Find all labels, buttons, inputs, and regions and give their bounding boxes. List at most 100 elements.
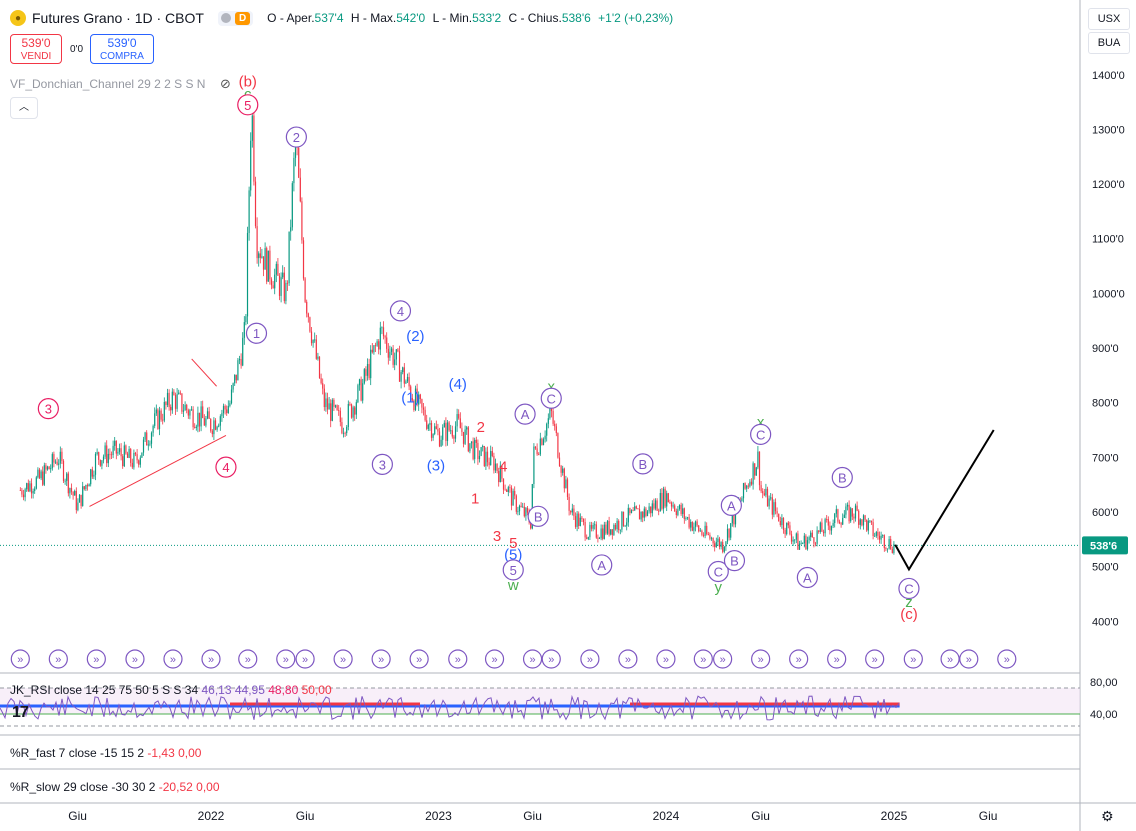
candle-body — [395, 349, 397, 360]
candle-body — [224, 405, 226, 410]
unit-select[interactable]: BUA — [1088, 32, 1130, 54]
candle-body — [826, 519, 828, 520]
candle-body — [549, 408, 551, 419]
candle-body — [842, 517, 844, 525]
candle-body — [238, 359, 241, 361]
event-mark-glyph: » — [55, 654, 61, 666]
candle-body — [581, 517, 583, 520]
candle-body — [58, 463, 60, 465]
candle-body — [584, 521, 586, 538]
rslow-legend[interactable]: %R_slow 29 close -30 30 2 -20,52 0,00 — [10, 780, 220, 794]
candle-body — [878, 535, 881, 540]
candle-body — [630, 510, 633, 514]
candle-body — [498, 471, 500, 483]
candle-body — [864, 515, 866, 520]
candle-body — [533, 446, 535, 484]
event-mark — [201, 649, 221, 669]
candle-body — [802, 543, 804, 545]
currency-select[interactable]: USX — [1088, 8, 1130, 30]
candle-body — [152, 425, 154, 433]
candle-body — [462, 431, 465, 444]
candle-body — [475, 439, 477, 443]
wave-circle — [389, 300, 412, 322]
candle-body — [675, 511, 677, 515]
candle-body — [77, 502, 79, 511]
candle-body — [133, 452, 135, 468]
candle-body — [346, 427, 348, 434]
candle-body — [576, 513, 578, 527]
collapse-legend-button[interactable]: ︿ — [10, 97, 38, 119]
candle-body — [118, 448, 121, 452]
candle-body — [571, 508, 573, 513]
candle-body — [389, 351, 391, 358]
candle-body — [357, 385, 359, 403]
candle-body — [293, 157, 295, 184]
wave-circle — [720, 494, 742, 516]
mode-letter: D — [234, 11, 251, 25]
candle-body — [510, 487, 513, 506]
candle-body — [136, 454, 138, 461]
candle-body — [547, 418, 549, 424]
candle-body — [254, 181, 257, 227]
candle-body — [184, 404, 186, 411]
wave-label: (4) — [449, 376, 467, 393]
rslow-value-1: -20,52 — [158, 780, 193, 794]
candle-body — [493, 455, 495, 471]
candle-body — [334, 405, 337, 407]
candle-body — [432, 434, 434, 438]
wave-label: 2 — [293, 130, 300, 145]
sell-button[interactable]: 539'0 VENDI — [10, 34, 62, 64]
candle-body — [309, 317, 311, 332]
candle-body — [403, 367, 405, 384]
candle-body — [654, 500, 657, 509]
candle-body — [723, 546, 725, 552]
y-tick-label: 1100'0 — [1092, 234, 1124, 246]
candle-body — [386, 337, 388, 349]
candle-body — [795, 533, 797, 540]
candle-body — [792, 539, 794, 542]
candle-body — [491, 451, 493, 456]
candle-body — [93, 474, 95, 477]
gear-icon[interactable]: ⚙ — [1101, 808, 1114, 824]
candle-body — [211, 430, 213, 435]
candle-body — [283, 272, 285, 302]
candle-body — [85, 484, 87, 490]
candle-body — [67, 473, 69, 494]
symbol-title[interactable]: Futures Grano · 1D · CBOT — [32, 10, 204, 26]
candle-body — [206, 411, 209, 419]
candle-body — [51, 454, 53, 469]
candle-body — [181, 393, 183, 412]
eye-hidden-icon[interactable]: ⊘ — [220, 76, 231, 91]
candle-body — [494, 463, 497, 471]
candle-body — [573, 508, 575, 517]
candle-body — [186, 404, 188, 411]
candle-body — [453, 436, 455, 439]
candle-body — [741, 498, 743, 502]
candle-body — [888, 539, 890, 549]
candle-body — [381, 327, 383, 329]
candle-body — [814, 543, 817, 545]
event-mark-glyph: » — [834, 654, 840, 666]
candle-body — [56, 461, 58, 465]
buy-button[interactable]: 539'0 COMPRA — [90, 34, 154, 64]
candle-body — [218, 425, 220, 427]
candle-body — [234, 374, 236, 384]
candle-body — [710, 537, 713, 539]
candle-body — [819, 522, 821, 532]
candle-body — [371, 349, 373, 353]
candle-body — [75, 490, 77, 511]
candle-body — [565, 479, 567, 489]
candle-body — [144, 432, 146, 440]
rfast-legend[interactable]: %R_fast 7 close -15 15 2 -1,43 0,00 — [10, 746, 201, 760]
candle-body — [877, 532, 879, 536]
indicator-legend[interactable]: VF_Donchian_Channel 29 2 2 S S N — [10, 77, 206, 91]
interval-toggle[interactable]: D — [217, 10, 254, 26]
candle-body — [483, 446, 485, 467]
candle-body — [678, 504, 681, 510]
rsi-legend[interactable]: JK_RSI close 14 25 75 50 5 S S 34 46,13 … — [10, 683, 332, 697]
candle-body — [170, 406, 172, 411]
wave-label: A — [597, 558, 606, 573]
x-tick-label: 2023 — [425, 809, 452, 823]
candle-body — [267, 250, 269, 282]
